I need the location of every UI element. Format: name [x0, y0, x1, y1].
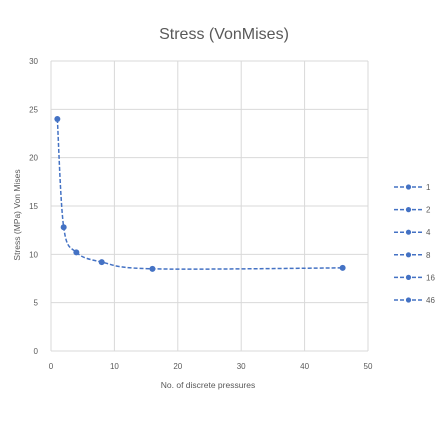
- data-point: [339, 264, 346, 271]
- x-tick-label: 0: [49, 362, 54, 371]
- data-point: [149, 265, 156, 272]
- y-tick-label: 30: [29, 57, 38, 66]
- x-tick-label: 10: [110, 362, 119, 371]
- y-tick-label: 5: [34, 299, 39, 308]
- series-line: [56, 118, 343, 270]
- legend-label: 46: [426, 296, 435, 305]
- legend-marker: [405, 297, 412, 303]
- data-point: [60, 224, 67, 231]
- legend: 1 2 4 8 16 46: [394, 183, 435, 305]
- data-points: [54, 116, 346, 272]
- gridlines: [50, 60, 369, 352]
- y-tick-label: 15: [29, 202, 38, 211]
- chart-title: Stress (VonMises): [159, 26, 289, 43]
- x-tick-label: 40: [300, 362, 309, 371]
- legend-marker: [405, 184, 412, 190]
- legend-marker: [405, 207, 412, 213]
- legend-label: 8: [426, 251, 431, 260]
- y-tick-label: 20: [29, 154, 38, 163]
- x-tick-label: 50: [364, 362, 373, 371]
- x-axis-ticks: 0 10 20 30 40 50: [49, 362, 373, 371]
- legend-label: 16: [426, 273, 435, 282]
- x-tick-label: 30: [237, 362, 246, 371]
- x-axis-label: No. of discrete pressures: [161, 380, 255, 390]
- x-tick-label: 20: [173, 362, 182, 371]
- y-axis-ticks: 0 5 10 15 20 25 30: [29, 57, 38, 356]
- legend-label: 2: [426, 206, 431, 215]
- data-point: [98, 259, 105, 266]
- y-tick-label: 25: [29, 105, 38, 114]
- legend-marker: [405, 274, 412, 280]
- data-point: [54, 116, 61, 122]
- legend-marker: [405, 229, 412, 235]
- y-tick-label: 10: [29, 250, 38, 259]
- legend-marker: [405, 252, 412, 258]
- y-tick-label: 0: [34, 347, 39, 356]
- y-axis-label: Stress (MPa) Von Mises: [12, 169, 22, 260]
- data-point: [73, 249, 80, 256]
- legend-label: 1: [426, 183, 431, 192]
- legend-label: 4: [426, 228, 431, 237]
